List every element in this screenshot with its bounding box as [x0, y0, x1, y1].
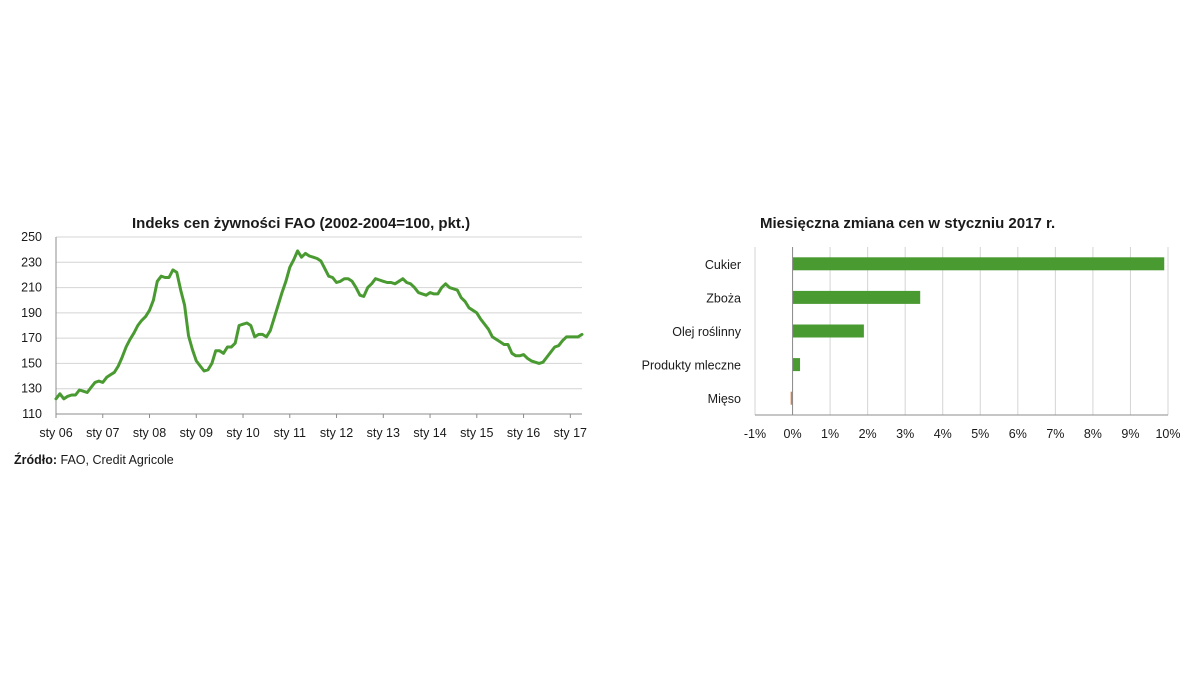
x-tick-label: 6% — [1009, 427, 1027, 441]
x-tick-label: sty 13 — [367, 426, 400, 440]
x-tick-label: sty 10 — [226, 426, 259, 440]
x-tick-label: sty 17 — [554, 426, 587, 440]
x-tick-label: sty 09 — [180, 426, 213, 440]
y-tick-label: 110 — [22, 407, 42, 421]
category-label: Cukier — [705, 258, 741, 272]
bar-chart-title: Miesięczna zmiana cen w styczniu 2017 r. — [760, 215, 1056, 232]
x-tick-label: sty 06 — [39, 426, 72, 440]
x-tick-label: 4% — [934, 427, 952, 441]
x-tick-label: sty 08 — [133, 426, 166, 440]
x-tick-label: 0% — [784, 427, 802, 441]
line-chart-title: Indeks cen żywności FAO (2002-2004=100, … — [132, 215, 471, 232]
x-tick-label: sty 14 — [413, 426, 446, 440]
y-tick-label: 250 — [21, 230, 42, 244]
y-tick-label: 130 — [21, 382, 42, 396]
bar — [792, 257, 1165, 271]
x-tick-label: 2% — [859, 427, 877, 441]
bar — [792, 290, 921, 304]
category-label: Mięso — [708, 392, 741, 406]
food-price-index-line — [54, 249, 584, 401]
x-tick-label: sty 11 — [274, 426, 306, 440]
bar — [790, 391, 793, 405]
x-tick-label: 1% — [821, 427, 839, 441]
source-label: Źródło: — [14, 453, 58, 467]
x-tick-label: sty 16 — [507, 426, 540, 440]
y-tick-label: 150 — [21, 356, 42, 370]
x-tick-label: sty 15 — [460, 426, 493, 440]
y-tick-label: 230 — [21, 255, 42, 269]
source-text: FAO, Credit Agricole — [57, 453, 174, 467]
x-tick-label: -1% — [744, 427, 766, 441]
x-tick-label: 7% — [1046, 427, 1064, 441]
x-tick-label: 10% — [1155, 427, 1180, 441]
bar — [792, 324, 864, 338]
x-tick-label: sty 12 — [320, 426, 353, 440]
x-tick-label: 9% — [1121, 427, 1139, 441]
x-tick-label: sty 07 — [86, 426, 119, 440]
y-tick-label: 190 — [21, 306, 42, 320]
bar — [792, 358, 801, 372]
x-tick-label: 5% — [971, 427, 989, 441]
category-label: Produkty mleczne — [642, 359, 741, 373]
x-tick-label: 3% — [896, 427, 914, 441]
y-tick-label: 210 — [21, 281, 42, 295]
category-label: Zboża — [706, 291, 741, 305]
x-tick-label: 8% — [1084, 427, 1102, 441]
source-note: Źródło: FAO, Credit Agricole — [14, 453, 174, 467]
category-label: Olej roślinny — [672, 325, 742, 339]
y-tick-label: 170 — [21, 331, 42, 345]
